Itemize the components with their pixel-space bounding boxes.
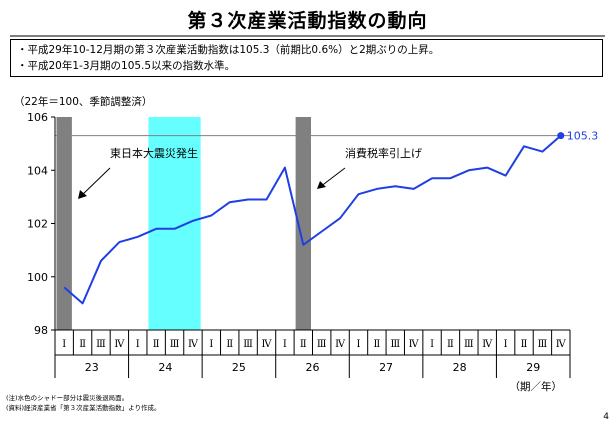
- quarter-label: Ⅱ: [521, 339, 528, 350]
- summary-box: ・平成29年10-12月期の第３次産業活動指数は105.3（前期比0.6%）と2…: [10, 39, 603, 77]
- annotation-earthquake-arrow: [79, 167, 111, 198]
- year-label: 23: [85, 361, 99, 374]
- quarter-label: Ⅱ: [226, 339, 233, 350]
- quarter-label: Ⅰ: [283, 339, 287, 350]
- series-group: 105.3: [63, 130, 599, 305]
- y-tick-label: 98: [34, 324, 48, 337]
- shade-period: [148, 117, 201, 330]
- summary-line-2: ・平成20年1-3月期の105.5以来の指数水準。: [17, 60, 236, 72]
- annotation-tax-hike-arrowhead: [317, 181, 326, 189]
- annotation-earthquake: 東日本大震災発生: [110, 146, 198, 160]
- quarter-label: Ⅳ: [188, 339, 199, 350]
- year-label: 26: [306, 361, 320, 374]
- y-tick-labels: 106 104 102 100 98: [27, 111, 48, 337]
- quarter-label: Ⅲ: [317, 339, 327, 350]
- annotation-tax-hike: 消費税率引上げ: [345, 146, 422, 160]
- shade-period: [295, 117, 311, 330]
- year-label: 27: [379, 361, 393, 374]
- year-label: 24: [158, 361, 172, 374]
- annotations: 東日本大震災発生 消費税率引上げ: [78, 146, 422, 199]
- year-label: 28: [453, 361, 467, 374]
- shaded-periods: [56, 117, 311, 330]
- note-source: (資料)経済産業省「第３次産業活動指数」より作成。: [6, 404, 161, 412]
- series-line: [63, 134, 562, 305]
- quarter-label: Ⅰ: [357, 339, 361, 350]
- quarter-label: Ⅳ: [482, 339, 493, 350]
- quarter-label: Ⅲ: [464, 339, 474, 350]
- quarter-label: Ⅳ: [335, 339, 346, 350]
- quarter-label: Ⅲ: [390, 339, 400, 350]
- quarter-label: Ⅲ: [538, 339, 548, 350]
- quarter-label: Ⅰ: [62, 339, 66, 350]
- quarter-label: Ⅲ: [243, 339, 253, 350]
- quarter-label: Ⅱ: [447, 339, 454, 350]
- quarter-label: Ⅲ: [170, 339, 180, 350]
- quarter-label: Ⅳ: [556, 339, 567, 350]
- last-value-label: 105.3: [567, 130, 599, 143]
- quarter-label: Ⅱ: [79, 339, 86, 350]
- quarter-label: Ⅳ: [409, 339, 420, 350]
- note-shade: (注)水色のシャドー部分は震災後退局面。: [6, 394, 129, 402]
- annotation-earthquake-arrowhead: [78, 190, 87, 199]
- quarter-label: Ⅲ: [96, 339, 106, 350]
- x-axis-unit: （期／年）: [510, 380, 563, 393]
- summary-line-1: ・平成29年10-12月期の第３次産業活動指数は105.3（前期比0.6%）と2…: [17, 44, 440, 56]
- quarter-label: Ⅱ: [300, 339, 307, 350]
- quarter-label: Ⅳ: [114, 339, 125, 350]
- page-title: 第３次産業活動指数の動向: [187, 10, 428, 32]
- year-label: 25: [232, 361, 246, 374]
- y-tick-label: 100: [27, 271, 48, 284]
- last-point-marker: [557, 132, 565, 140]
- y-tick-label: 104: [27, 164, 48, 177]
- shade-period: [56, 117, 72, 330]
- page-number: 4: [603, 412, 609, 422]
- quarter-label: Ⅰ: [504, 339, 508, 350]
- quarter-label: Ⅳ: [262, 339, 273, 350]
- quarter-label: Ⅱ: [373, 339, 380, 350]
- y-tick-label: 102: [27, 218, 48, 231]
- annotation-tax-hike-arrow: [319, 167, 346, 188]
- quarter-label: Ⅱ: [153, 339, 160, 350]
- quarter-label: Ⅰ: [430, 339, 434, 350]
- y-tick-label: 106: [27, 111, 48, 124]
- quarter-label: Ⅰ: [136, 339, 140, 350]
- title-divider: [10, 35, 605, 37]
- unit-label: （22年＝100、季節調整済）: [14, 96, 153, 108]
- year-label: 29: [526, 361, 540, 374]
- quarter-label: Ⅰ: [209, 339, 213, 350]
